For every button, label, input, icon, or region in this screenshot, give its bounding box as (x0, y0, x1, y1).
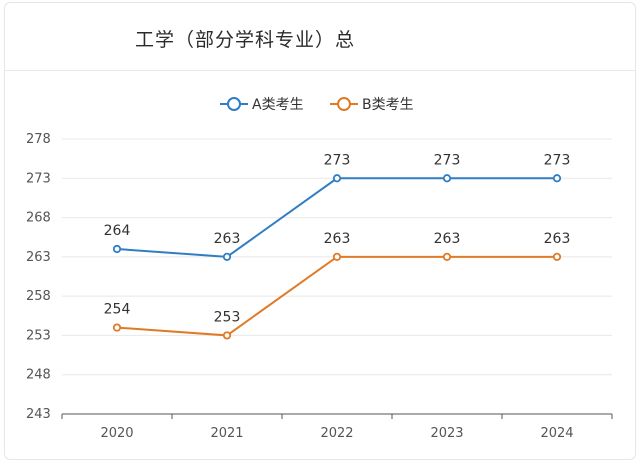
y-tick-label: 253 (26, 328, 51, 343)
data-point (552, 252, 562, 261)
data-point (442, 174, 452, 183)
data-label: 273 (324, 152, 351, 168)
data-label: 263 (214, 231, 241, 247)
x-tick-label: 2023 (430, 426, 463, 441)
data-label: 264 (104, 223, 131, 239)
legend-marker (227, 97, 241, 111)
chart-header: 工学（部分学科专业）总 (5, 3, 635, 71)
data-point (112, 244, 122, 254)
data-label: 273 (434, 152, 461, 168)
y-tick-label: 278 (26, 132, 51, 147)
data-point (222, 252, 232, 261)
y-tick-label: 263 (26, 250, 51, 265)
legend-label: B类考生 (362, 97, 414, 113)
x-tick-label: 2024 (540, 426, 573, 441)
x-tick-label: 2021 (210, 426, 243, 441)
y-tick-label: 273 (26, 171, 51, 186)
x-tick-label: 2022 (320, 426, 353, 441)
legend-label: A类考生 (252, 97, 304, 113)
data-label: 273 (544, 152, 571, 168)
data-point (222, 331, 232, 340)
data-label: 263 (434, 231, 461, 247)
chart-title: 工学（部分学科专业）总 (135, 29, 356, 51)
y-tick-label: 248 (26, 368, 51, 383)
data-point (442, 252, 452, 261)
data-label: 253 (214, 309, 241, 325)
data-point (552, 174, 562, 183)
legend-marker (337, 97, 351, 111)
data-point (332, 174, 342, 183)
y-tick-label: 258 (26, 289, 51, 304)
data-label: 263 (544, 231, 571, 247)
data-point (112, 323, 122, 332)
data-label: 263 (324, 231, 351, 247)
data-label: 254 (104, 302, 131, 318)
x-tick-label: 2020 (100, 426, 133, 441)
chart-card: 工学（部分学科专业）总 (4, 2, 636, 460)
y-tick-label: 268 (26, 211, 51, 226)
data-point (332, 252, 342, 261)
y-tick-label: 243 (26, 407, 51, 422)
